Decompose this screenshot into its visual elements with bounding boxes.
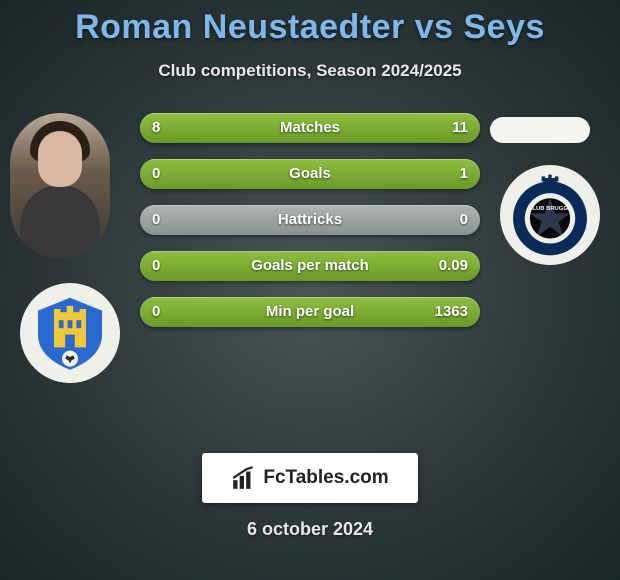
bar-value-right: 0.09 — [439, 251, 468, 281]
stat-bar-goals-per-match: 0 Goals per match 0.09 — [140, 251, 480, 281]
bar-value-right: 11 — [452, 113, 468, 143]
club-right-crest: CLUB BRUGGE — [500, 165, 600, 265]
bar-label: Goals per match — [140, 251, 480, 281]
bar-label: Matches — [140, 113, 480, 143]
stat-bars: 8 Matches 11 0 Goals 1 0 Hattricks 0 0 G… — [140, 113, 480, 343]
page-date: 6 october 2024 — [0, 519, 620, 540]
stat-bar-goals: 0 Goals 1 — [140, 159, 480, 189]
bar-chart-icon — [231, 465, 257, 491]
stat-bar-min-per-goal: 0 Min per goal 1363 — [140, 297, 480, 327]
brand-badge: FcTables.com — [202, 453, 418, 503]
club-left-crest — [20, 283, 120, 383]
club-brugge-icon: CLUB BRUGGE — [508, 173, 592, 257]
page-subtitle: Club competitions, Season 2024/2025 — [0, 61, 620, 81]
bar-value-right: 1 — [460, 159, 468, 189]
bar-label: Min per goal — [140, 297, 480, 327]
bar-value-right: 0 — [460, 205, 468, 235]
player-right-pill — [490, 117, 590, 143]
stat-bar-matches: 8 Matches 11 — [140, 113, 480, 143]
svg-text:CLUB BRUGGE: CLUB BRUGGE — [528, 206, 572, 212]
comparison-panel: CLUB BRUGGE 8 Matches 11 0 — [0, 113, 620, 413]
bar-label: Hattricks — [140, 205, 480, 235]
page-title: Roman Neustaedter vs Seys — [0, 0, 620, 47]
stat-bar-hattricks: 0 Hattricks 0 — [140, 205, 480, 235]
brand-text: FcTables.com — [263, 467, 388, 489]
player-left-avatar — [10, 113, 110, 258]
club-westerlo-icon — [30, 293, 110, 373]
bar-value-right: 1363 — [435, 297, 468, 327]
bar-label: Goals — [140, 159, 480, 189]
